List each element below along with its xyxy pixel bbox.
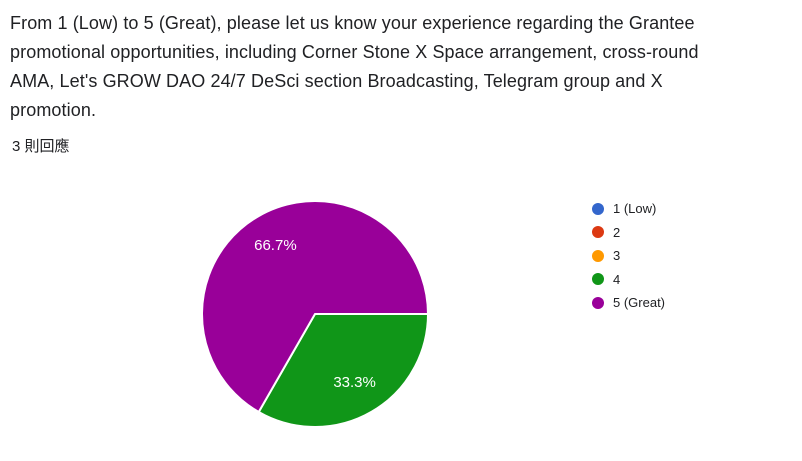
- legend-item-label: 3: [613, 248, 621, 264]
- legend-item-5-great: 5 (Great): [592, 291, 665, 315]
- legend-item-4: 4: [592, 268, 665, 292]
- legend-color-dot: [592, 273, 604, 286]
- legend-item-1-low: 1 (Low): [592, 197, 665, 221]
- legend-item-label: 4: [613, 271, 621, 287]
- legend-color-dot: [592, 226, 604, 239]
- legend-item-2: 2: [592, 221, 665, 245]
- pie-slice-4: [257, 313, 429, 428]
- pie-slice-5-great-: [201, 200, 429, 413]
- legend-item-label: 1 (Low): [613, 201, 657, 217]
- question-title: From 1 (Low) to 5 (Great), please let us…: [10, 13, 699, 120]
- legend-item-label: 2: [613, 224, 621, 240]
- pie-slice-percentage-label: 66.7%: [254, 237, 297, 254]
- legend-item-label: 5 (Great): [613, 295, 666, 311]
- legend-color-dot: [592, 296, 604, 309]
- pie-chart: 33.3% 66.7%: [201, 200, 429, 428]
- legend-color-dot: [592, 249, 604, 262]
- chart-legend: 1 (Low) 2 3 4 5 (Great): [592, 197, 665, 315]
- pie-slice-percentage-label: 33.3%: [333, 374, 376, 391]
- legend-item-3: 3: [592, 244, 665, 268]
- legend-color-dot: [592, 202, 604, 215]
- response-count: 3 則回應: [12, 138, 70, 155]
